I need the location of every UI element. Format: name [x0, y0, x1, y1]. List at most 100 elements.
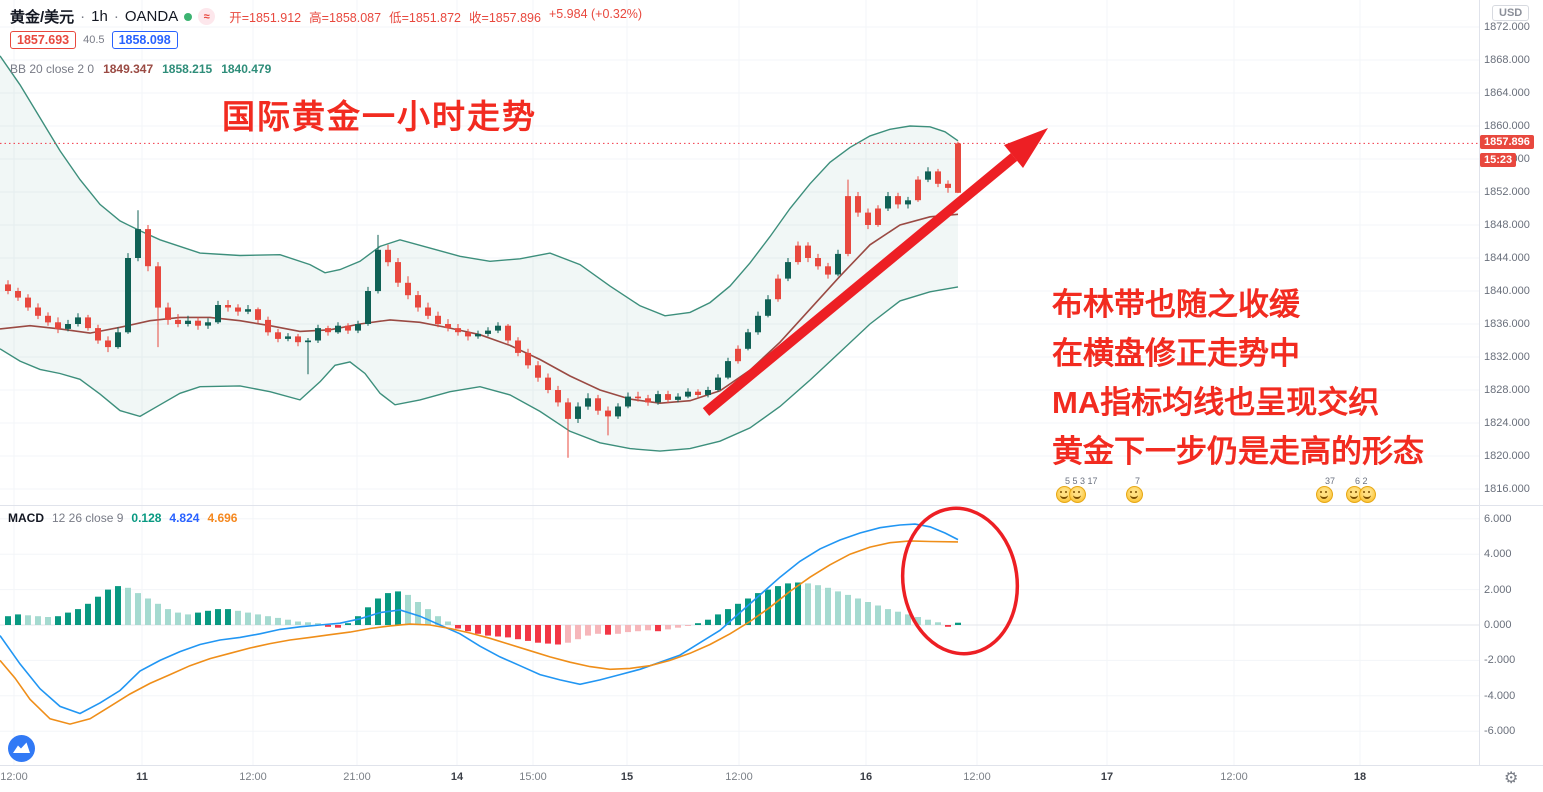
bb-indicator-legend[interactable]: BB 20 close 2 0 1849.347 1858.215 1840.4…	[10, 62, 271, 76]
reaction-counts: 7	[1135, 476, 1141, 486]
main-price-chart-canvas[interactable]	[0, 0, 1479, 505]
candle-body	[465, 332, 471, 337]
macd-hist-bar	[935, 622, 941, 625]
area-chart-logo-icon	[8, 735, 35, 762]
change-value: +5.984 (+0.32%)	[548, 7, 643, 21]
exchange-label[interactable]: OANDA	[124, 8, 179, 25]
macd-hist-bar	[705, 619, 711, 625]
indicator-logo[interactable]	[8, 735, 35, 762]
macd-name[interactable]: MACD	[8, 511, 44, 525]
macd-hist-bar	[955, 622, 961, 625]
candle-body	[265, 319, 271, 333]
candle-body	[735, 348, 741, 362]
separator-dot: ·	[80, 8, 86, 25]
macd-hist-bar	[555, 625, 561, 645]
candle-body	[925, 171, 931, 180]
macd-hist-bar	[35, 616, 41, 625]
reaction-cluster[interactable]: 7	[1126, 476, 1143, 503]
candle-body	[655, 394, 661, 403]
macd-hist-bar	[535, 625, 541, 643]
note-line: 在横盘修正走势中	[1052, 336, 1300, 371]
candle-body	[35, 307, 41, 316]
candle-body	[535, 365, 541, 378]
bar-countdown-tag: 15:23	[1480, 153, 1517, 168]
macd-hist-bar	[855, 598, 861, 625]
candle-body	[455, 328, 461, 333]
candle-body	[145, 229, 151, 267]
candle-body	[125, 258, 131, 333]
candle-body	[515, 340, 521, 353]
macd-hist-value: 0.128	[131, 511, 162, 525]
macd-hist-bar	[525, 625, 531, 641]
bb-indicator-label[interactable]: BB 20 close 2 0	[10, 62, 95, 76]
emoji-icon[interactable]	[1069, 486, 1086, 503]
emoji-icon[interactable]	[1316, 486, 1333, 503]
macd-hist-bar	[265, 616, 271, 625]
bid-price-button[interactable]: 1857.693	[10, 31, 77, 49]
ask-price-button[interactable]: 1858.098	[111, 31, 178, 49]
candle-body	[945, 183, 951, 188]
macd-hist-bar	[915, 617, 921, 625]
price-axis-label: 1860.000	[1484, 120, 1530, 132]
symbol-name[interactable]: 黄金/美元	[10, 9, 75, 26]
interval-label[interactable]: 1h	[91, 8, 108, 25]
macd-hist-bar	[515, 625, 521, 640]
candle-body	[395, 262, 401, 283]
currency-toggle[interactable]: USD	[1492, 5, 1530, 21]
macd-hist-bar	[135, 593, 141, 625]
symbol-header: 黄金/美元 · 1h · OANDA ≈ 开=1851.912 高=1858.0…	[10, 6, 642, 27]
macd-hist-bar	[885, 609, 891, 625]
macd-hist-bar	[755, 593, 761, 625]
market-open-dot-icon	[184, 12, 193, 21]
emoji-icon[interactable]	[1126, 486, 1143, 503]
candle-body	[715, 377, 721, 390]
macd-hist-bar	[585, 625, 591, 636]
macd-hist-bar	[75, 609, 81, 625]
candle-body	[75, 317, 81, 324]
candle-body	[615, 406, 621, 417]
macd-hist-bar	[545, 625, 551, 644]
macd-hist-bar	[685, 625, 691, 626]
macd-hist-bar	[335, 625, 341, 628]
candle-body	[885, 196, 891, 209]
time-axis-label: 12:00	[725, 771, 753, 783]
approx-price-badge-icon[interactable]: ≈	[198, 8, 216, 25]
macd-hist-bar	[445, 621, 451, 625]
emoji-icon[interactable]	[1359, 486, 1376, 503]
reaction-cluster[interactable]: 37	[1316, 476, 1335, 503]
reaction-counts: 5 5 3 17	[1065, 476, 1098, 486]
macd-hist-bar	[145, 598, 151, 625]
macd-legend[interactable]: MACD 12 26 close 9 0.128 4.824 4.696	[8, 511, 237, 525]
candle-body	[175, 319, 181, 324]
macd-hist-bar	[255, 614, 261, 625]
macd-hist-bar	[665, 625, 671, 630]
macd-hist-bar	[345, 623, 351, 625]
time-axis-label: 12:00	[1220, 771, 1248, 783]
time-axis-label: 15	[620, 771, 634, 783]
macd-panel-canvas[interactable]	[0, 505, 1479, 765]
macd-hist-bar	[495, 625, 501, 637]
time-axis-divider	[0, 765, 1543, 766]
candle-body	[115, 332, 121, 348]
candle-body	[435, 315, 441, 325]
macd-hist-bar	[875, 605, 881, 625]
candle-body	[355, 324, 361, 331]
candle-body	[305, 340, 311, 343]
macd-hist-bar	[15, 614, 21, 625]
low-value: 低=1851.872	[389, 11, 462, 25]
candle-body	[225, 305, 231, 308]
candle-body	[845, 196, 851, 254]
reaction-cluster[interactable]: 6 2	[1346, 476, 1376, 503]
macd-hist-bar	[125, 587, 131, 625]
price-axis-label: 1836.000	[1484, 318, 1530, 330]
candle-body	[565, 402, 571, 419]
macd-signal-line	[0, 540, 959, 725]
time-axis-label: 18	[1353, 771, 1367, 783]
reaction-cluster[interactable]: 5 5 3 17	[1056, 476, 1098, 503]
settings-gear-icon[interactable]: ⚙	[1504, 770, 1519, 787]
candle-body	[25, 297, 31, 308]
candle-body	[365, 291, 371, 324]
candle-body	[105, 340, 111, 348]
candle-body	[195, 320, 201, 326]
